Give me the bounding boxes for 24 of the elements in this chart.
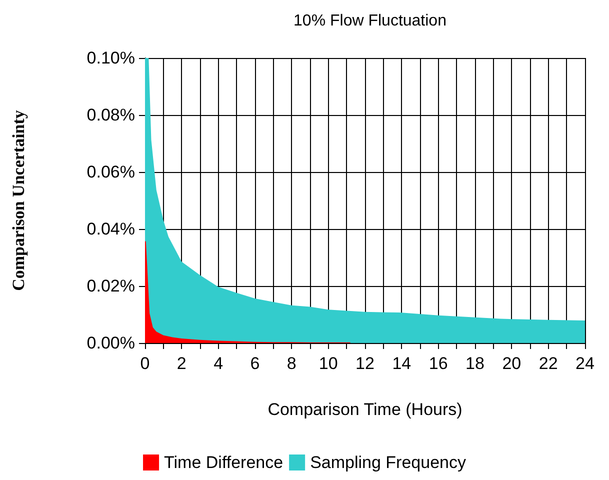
- x-tick-label: 24: [576, 354, 594, 373]
- y-tick-label: 0.02%: [86, 276, 135, 296]
- x-tick-label: 4: [214, 354, 224, 373]
- y-tick-label: 0.08%: [86, 106, 135, 124]
- x-tick-label: 18: [466, 354, 484, 373]
- y-axis-title: Comparison Uncertainty: [9, 110, 28, 291]
- chart-title: 10% Flow Fluctuation: [294, 12, 446, 30]
- y-tick-label: 0.00%: [86, 334, 135, 352]
- y-tick-label: 0.06%: [86, 162, 135, 182]
- x-tick-label: 10: [318, 354, 338, 373]
- x-tick-label: 2: [176, 354, 186, 373]
- x-tick-label: 20: [502, 354, 522, 373]
- x-tick-label: 8: [286, 354, 296, 373]
- x-tick-label: 0: [140, 354, 150, 373]
- x-tick-label: 14: [392, 354, 412, 373]
- y-tick-label: 0.10%: [86, 48, 135, 68]
- x-tick-label: 6: [250, 354, 260, 373]
- legend-label: Sampling Frequency: [310, 453, 466, 472]
- y-tick-label: 0.04%: [86, 220, 135, 238]
- x-axis-title: Comparison Time (Hours): [268, 400, 462, 419]
- x-tick-label: 16: [428, 354, 448, 373]
- x-tick-label: 22: [538, 354, 558, 373]
- x-tick-label: 12: [356, 354, 374, 373]
- legend-label: Time Difference: [164, 453, 284, 472]
